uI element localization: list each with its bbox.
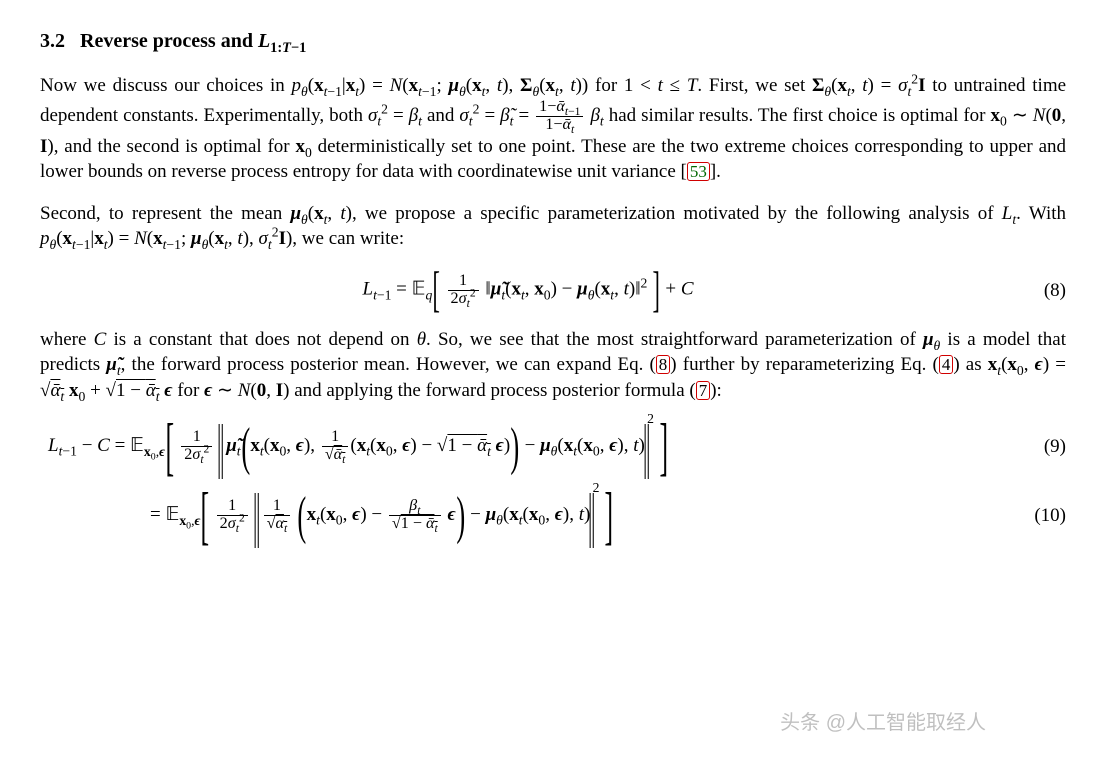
equation-8-body: Lt−1 = 𝔼q[ 12σt2 ‖μ̃t(xt, x0) − μθ(xt, t… [40, 268, 1016, 312]
paragraph-1: Now we discuss our choices in pθ(xt−1|xt… [40, 73, 1066, 185]
equation-10-number: (10) [1016, 503, 1066, 529]
equation-10-body: = 𝔼x0,ϵ[ 12σt2 || 1√αt (xt(x0, ϵ) − βt√1… [40, 488, 1016, 543]
paragraph-2: Second, to represent the mean μθ(xt, t),… [40, 201, 1066, 252]
equation-9-number: (9) [1016, 434, 1066, 460]
equation-10: = 𝔼x0,ϵ[ 12σt2 || 1√αt (xt(x0, ϵ) − βt√1… [40, 488, 1066, 543]
equation-8: Lt−1 = 𝔼q[ 12σt2 ‖μ̃t(xt, x0) − μθ(xt, t… [40, 268, 1066, 312]
watermark-text: 头条 @人工智能取经人 [780, 710, 986, 737]
equation-9-body: Lt−1 − C = 𝔼x0,ϵ[ 12σt2 || μ̃t(xt(x0, ϵ)… [40, 419, 1016, 474]
equation-8-number: (8) [1016, 278, 1066, 304]
section-title: Reverse process and L1:T−1 [80, 30, 306, 52]
section-number: 3.2 [40, 30, 65, 52]
equation-9: Lt−1 − C = 𝔼x0,ϵ[ 12σt2 || μ̃t(xt(x0, ϵ)… [40, 419, 1066, 474]
paragraph-3: where C is a constant that does not depe… [40, 327, 1066, 404]
section-heading: 3.2 Reverse process and L1:T−1 [40, 28, 1066, 55]
